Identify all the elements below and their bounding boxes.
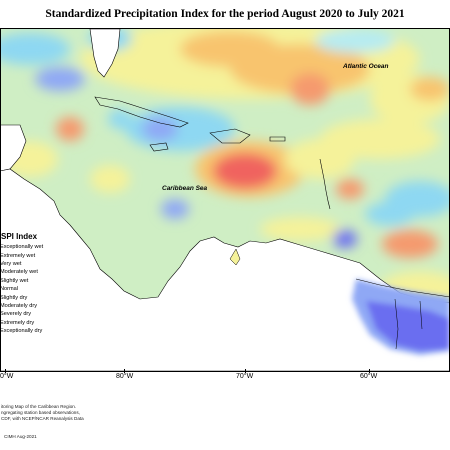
- legend-label: Extremely dry: [0, 319, 35, 326]
- longitude-tick-partial: 0°W: [0, 373, 14, 380]
- legend-label: Severely dry: [0, 311, 32, 318]
- legend-label: Moderately dry: [0, 302, 37, 309]
- legend-label: Slightly wet: [0, 277, 29, 284]
- tick-mark-60w: [369, 369, 370, 373]
- spi-legend: SPI Index Exceptionally wet Extremely wet…: [0, 232, 70, 335]
- legend-label: Extremely wet: [0, 252, 36, 259]
- map-title: Standardized Precipitation Index for the…: [45, 8, 405, 20]
- legend-item: Slightly wet: [0, 277, 70, 285]
- legend-item: Extremely wet: [0, 251, 70, 259]
- legend-item: Exceptionally dry: [0, 327, 70, 335]
- atlantic-ocean-label: Atlantic Ocean: [343, 63, 389, 70]
- longitude-tick-80w: 80°W: [116, 373, 134, 380]
- legend-label: Normal: [0, 286, 19, 293]
- footer-line: ngregating station based observations,: [1, 410, 80, 415]
- legend-label: Slightly dry: [0, 294, 28, 301]
- legend-item: Extremely dry: [0, 319, 70, 327]
- footer-line: itoring Map of the Caribbean Region.: [1, 404, 77, 409]
- legend-item: Severely dry: [0, 310, 70, 318]
- copyright-text: CIMH Aug-2021: [4, 434, 37, 439]
- longitude-tick-70w: 70°W: [236, 373, 254, 380]
- coastline-detail: [229, 248, 450, 350]
- tick-mark-70w: [245, 369, 246, 373]
- longitude-tick-60w: 60°W: [360, 373, 378, 380]
- footer-notes: itoring Map of the Caribbean Region. ngr…: [1, 404, 141, 422]
- land: [0, 29, 450, 371]
- map-canvas: [0, 29, 450, 371]
- legend-item: Moderately dry: [0, 302, 70, 310]
- wet-region: [352, 279, 450, 355]
- legend-item: Very wet: [0, 260, 70, 268]
- caribbean-sea-label: Caribbean Sea: [162, 185, 208, 192]
- legend-label: Exceptionally wet: [0, 244, 44, 251]
- legend-item: Normal: [0, 285, 70, 293]
- footer-line: CDF, with NCEP/NCAR Reanalysis Data: [1, 416, 84, 421]
- tick-mark-80w: [124, 369, 125, 373]
- legend-items: Exceptionally wet Extremely wet Very wet Mo…: [0, 243, 70, 335]
- legend-label: Moderately wet: [0, 269, 38, 276]
- legend-item: Slightly dry: [0, 293, 70, 301]
- legend-title: SPI Index: [1, 232, 38, 241]
- legend-label: Very wet: [0, 260, 22, 267]
- legend-item: Exceptionally wet: [0, 243, 70, 251]
- spi-map: Atlantic Ocean Caribbean Sea: [0, 28, 450, 372]
- tick-mark-0: [5, 369, 6, 373]
- spi-field: [0, 29, 450, 307]
- legend-label: Exceptionally dry: [0, 328, 43, 335]
- legend-item: Moderately wet: [0, 268, 70, 276]
